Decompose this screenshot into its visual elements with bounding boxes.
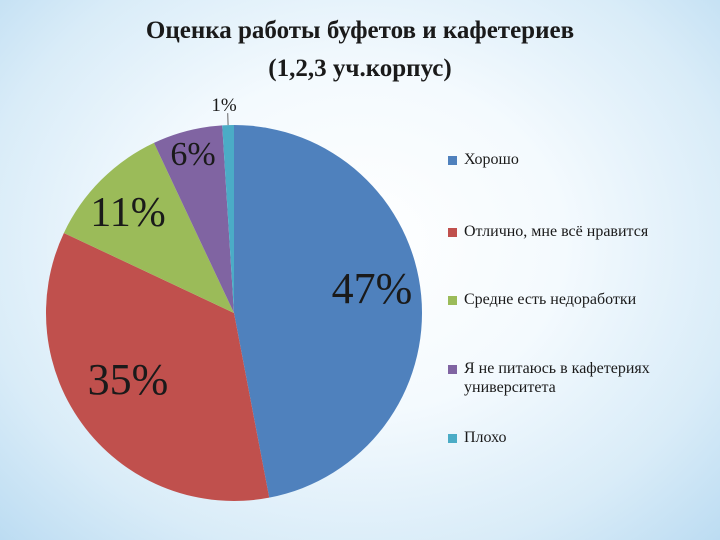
legend-item-5: Плохо: [448, 428, 507, 447]
legend-swatch: [448, 228, 457, 237]
legend-item-3: Средне есть недоработки: [448, 290, 636, 309]
data-label-3: 11%: [90, 190, 165, 236]
data-label-5: 1%: [211, 95, 237, 116]
data-label-4: 6%: [170, 136, 215, 173]
pie-slice-3: [63, 142, 234, 313]
chart-title-line2: (1,2,3 уч.корпус): [268, 55, 452, 82]
legend-label: Средне есть недоработки: [464, 291, 637, 308]
legend-swatch: [448, 365, 457, 374]
legend-label: Хорошо: [464, 151, 519, 168]
legend-item-4: Я не питаюсь в кафетериях университета: [448, 359, 710, 397]
data-label-1: 47%: [332, 264, 413, 313]
pie-slice-2: [45, 232, 270, 502]
chart-title: Оценка работы буфетов и кафетериев (1,2,…: [40, 12, 680, 88]
legend-swatch: [448, 296, 457, 305]
pie-slice-4: [153, 125, 234, 314]
legend-item-1: Хорошо: [448, 150, 519, 169]
legend-label: Отлично, мне всё нравится: [464, 223, 649, 240]
legend-item-2: Отлично, мне всё нравится: [448, 222, 648, 241]
pie-slice-5: [222, 125, 234, 313]
legend-swatch: [448, 434, 457, 443]
legend-swatch: [448, 156, 457, 165]
chart-title-line1: Оценка работы буфетов и кафетериев: [145, 17, 575, 44]
legend-label: Плохо: [464, 429, 507, 446]
legend-label: Я не питаюсь в кафетериях университета: [464, 360, 650, 396]
data-label-2: 35%: [88, 355, 169, 404]
pie-slice-1: [234, 124, 423, 498]
